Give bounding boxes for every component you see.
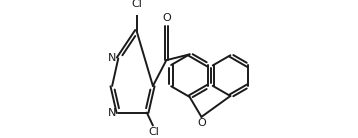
Text: Cl: Cl: [131, 0, 142, 9]
Text: O: O: [162, 13, 171, 23]
Text: N: N: [107, 108, 116, 118]
Text: O: O: [197, 118, 206, 128]
Text: N: N: [107, 53, 116, 63]
Text: Cl: Cl: [148, 127, 159, 137]
